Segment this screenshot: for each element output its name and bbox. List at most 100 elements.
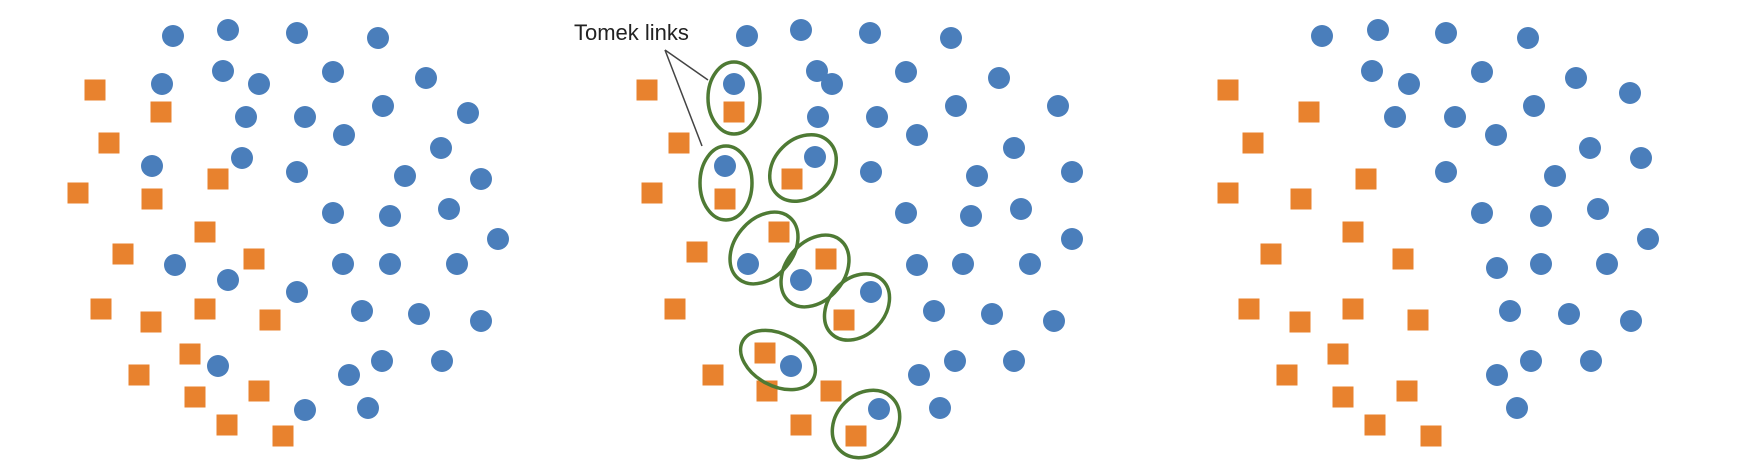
majority-class-point: [906, 254, 928, 276]
majority-class-point: [1637, 228, 1659, 250]
majority-class-point: [804, 146, 826, 168]
majority-class-point: [807, 106, 829, 128]
majority-class-point: [286, 161, 308, 183]
majority-class-point: [1003, 137, 1025, 159]
majority-class-point: [322, 61, 344, 83]
majority-class-point: [457, 102, 479, 124]
majority-class-point: [141, 155, 163, 177]
minority-class-point: [845, 425, 867, 447]
majority-class-point: [1361, 60, 1383, 82]
minority-class-point: [1396, 380, 1418, 402]
minority-class-point: [1260, 243, 1282, 265]
minority-class-point: [1392, 248, 1414, 270]
minority-class-point: [112, 243, 134, 265]
majority-class-point: [895, 61, 917, 83]
minority-class-point: [179, 343, 201, 365]
minority-class-point: [216, 414, 238, 436]
majority-class-point: [322, 202, 344, 224]
majority-class-point: [1435, 161, 1457, 183]
majority-class-point: [487, 228, 509, 250]
minority-class-point: [790, 414, 812, 436]
minority-class-point: [781, 168, 803, 190]
majority-class-point: [952, 253, 974, 275]
majority-class-point: [431, 350, 453, 372]
minority-class-point: [1242, 132, 1264, 154]
majority-class-point: [945, 95, 967, 117]
majority-class-point: [1486, 364, 1508, 386]
minority-class-point: [1276, 364, 1298, 386]
majority-class-point: [908, 364, 930, 386]
majority-class-point: [286, 281, 308, 303]
minority-class-point: [686, 241, 708, 263]
minority-class-point: [150, 101, 172, 123]
majority-class-point: [332, 253, 354, 275]
majority-class-point: [1630, 147, 1652, 169]
minority-class-point: [1407, 309, 1429, 331]
minority-class-point: [128, 364, 150, 386]
tomek-link-ellipse: [738, 328, 818, 392]
tomek-links-annotation: Tomek links: [574, 20, 709, 147]
majority-class-point: [371, 350, 393, 372]
minority-class-point: [664, 298, 686, 320]
majority-class-point: [286, 22, 308, 44]
minority-class-point: [1355, 168, 1377, 190]
majority-class-point: [981, 303, 1003, 325]
majority-class-point: [860, 281, 882, 303]
panel-tomek-links-identified: [636, 19, 1083, 460]
majority-class-point: [780, 355, 802, 377]
panel-after-removal: [1217, 19, 1659, 447]
tomek-link-ellipse: [706, 60, 762, 136]
majority-class-point: [1530, 205, 1552, 227]
minority-class-point: [1290, 188, 1312, 210]
majority-class-point: [162, 25, 184, 47]
majority-class-point: [217, 269, 239, 291]
majority-class-point: [357, 397, 379, 419]
majority-class-point: [1506, 397, 1528, 419]
minority-class-point: [1364, 414, 1386, 436]
majority-class-point: [1565, 67, 1587, 89]
minority-class-point: [140, 311, 162, 333]
majority-class-point: [1619, 82, 1641, 104]
majority-class-point: [248, 73, 270, 95]
majority-class-point: [394, 165, 416, 187]
majority-class-point: [151, 73, 173, 95]
majority-class-point: [1579, 137, 1601, 159]
majority-class-point: [1444, 106, 1466, 128]
minority-class-point: [272, 425, 294, 447]
majority-class-point: [1398, 73, 1420, 95]
majority-class-point: [379, 205, 401, 227]
majority-class-point: [430, 137, 452, 159]
minority-class-point: [184, 386, 206, 408]
majority-class-point: [235, 106, 257, 128]
majority-class-point: [379, 253, 401, 275]
majority-class-point: [294, 399, 316, 421]
pointer-line: [664, 49, 709, 81]
majority-class-point: [923, 300, 945, 322]
majority-class-point: [1580, 350, 1602, 372]
minority-class-point: [641, 182, 663, 204]
minority-class-point: [1342, 221, 1364, 243]
minority-class-point: [1332, 386, 1354, 408]
majority-class-point: [960, 205, 982, 227]
minority-class-point: [141, 188, 163, 210]
minority-class-point: [243, 248, 265, 270]
minority-class-point: [259, 309, 281, 331]
minority-class-point: [1327, 343, 1349, 365]
majority-class-point: [438, 198, 460, 220]
majority-class-point: [333, 124, 355, 146]
majority-class-point: [714, 155, 736, 177]
majority-class-point: [868, 398, 890, 420]
majority-class-point: [1043, 310, 1065, 332]
minority-class-point: [207, 168, 229, 190]
minority-class-point: [67, 182, 89, 204]
tomek-link-ellipse: [822, 272, 892, 342]
minority-class-point: [668, 132, 690, 154]
minority-class-point: [768, 221, 790, 243]
majority-class-point: [217, 19, 239, 41]
minority-class-point: [194, 221, 216, 243]
minority-class-point: [90, 298, 112, 320]
tomek-link-ellipse: [728, 210, 800, 286]
majority-class-point: [929, 397, 951, 419]
minority-class-point: [1342, 298, 1364, 320]
majority-class-point: [1587, 198, 1609, 220]
